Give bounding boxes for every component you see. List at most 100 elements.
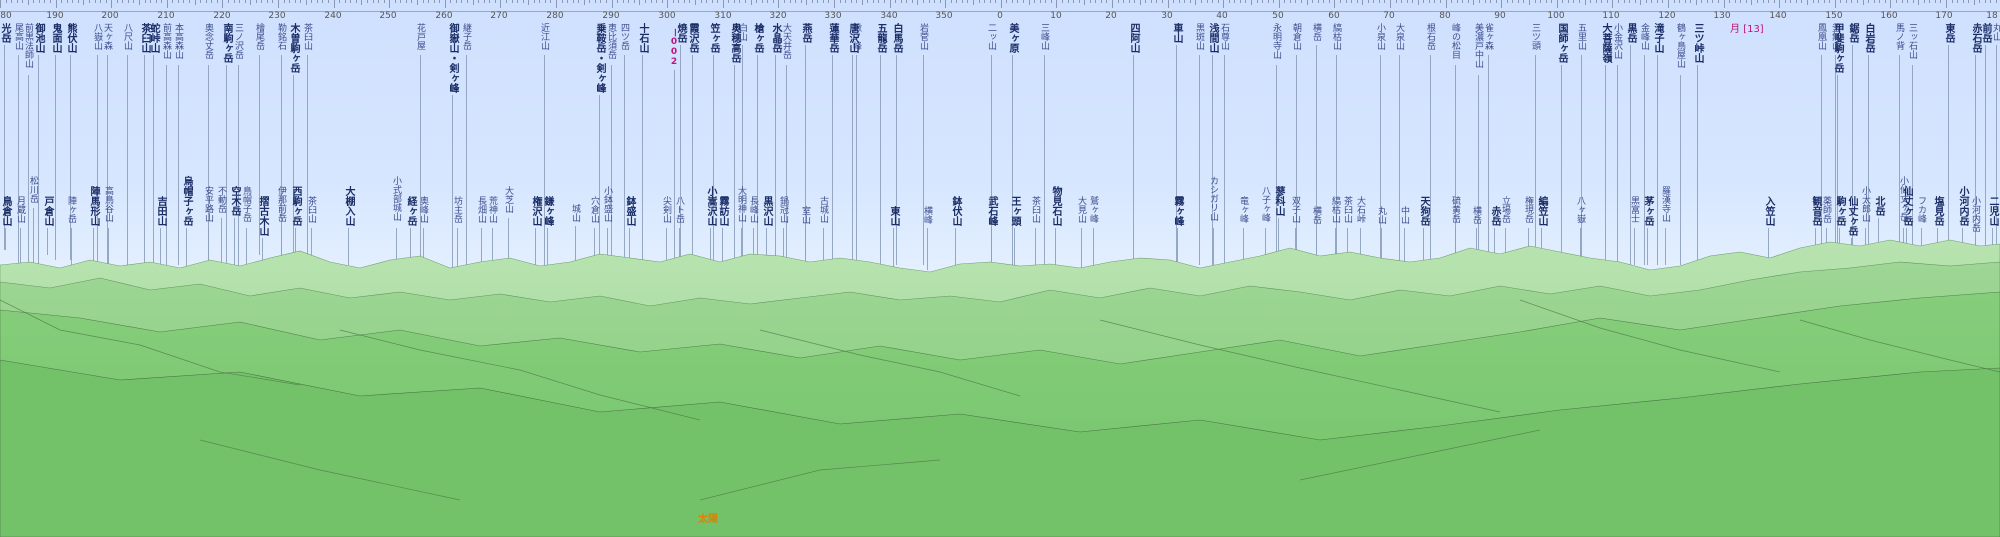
peak-label[interactable]: 白山: [737, 23, 747, 41]
peak-label[interactable]: 本高森山: [173, 23, 183, 59]
peak-label[interactable]: 縞枯山: [1330, 196, 1340, 223]
peak-label[interactable]: 八嶽山: [92, 23, 102, 50]
peak-label[interactable]: 雀ヶ森: [1483, 23, 1493, 50]
peak-label[interactable]: 三ツ峠山: [1692, 23, 1703, 63]
peak-label[interactable]: 八子ヶ峰: [1260, 186, 1270, 222]
peak-label[interactable]: 塩見岳: [1932, 196, 1943, 226]
peak-label[interactable]: 岩菅山: [918, 23, 928, 50]
peak-label[interactable]: 継子岳: [461, 23, 471, 50]
peak-label[interactable]: 荒神山: [487, 196, 497, 223]
peak-label[interactable]: 双子山: [1290, 196, 1300, 223]
peak-label[interactable]: 入笠山: [1763, 196, 1774, 226]
peak-label[interactable]: 御嶽山・剣ヶ峰: [447, 23, 458, 93]
peak-label[interactable]: 焼岳: [675, 23, 686, 43]
peak-label[interactable]: 鉢伏山: [950, 196, 961, 226]
peak-label[interactable]: 霞沢岳: [687, 23, 698, 53]
peak-label[interactable]: 美濃戸中山: [1473, 23, 1483, 68]
peak-label[interactable]: 五里山: [1576, 23, 1586, 50]
peak-label[interactable]: 二児山: [1987, 196, 1998, 226]
peak-label[interactable]: 仙丈ヶ岳: [1901, 186, 1912, 226]
peak-label[interactable]: 乗鞍岳・剣ヶ峰: [594, 23, 605, 93]
peak-label[interactable]: 五龍岳: [875, 23, 886, 53]
peak-label[interactable]: 鍋冠山: [778, 196, 788, 223]
peak-label[interactable]: 権現岳: [1523, 196, 1533, 223]
peak-label[interactable]: 室山: [800, 206, 810, 224]
peak-label[interactable]: 霧ヶ峰: [1172, 196, 1183, 226]
peak-label[interactable]: 茶臼山: [1030, 196, 1040, 223]
peak-label[interactable]: 権沢山: [530, 196, 541, 226]
peak-label[interactable]: 松川岳: [28, 176, 38, 203]
peak-label[interactable]: 二ッ山: [986, 23, 996, 50]
peak-label[interactable]: 光岳: [0, 23, 10, 43]
peak-label[interactable]: 白岩岳: [1863, 23, 1874, 53]
peak-label[interactable]: 黒沢山: [761, 196, 772, 226]
peak-label[interactable]: 近江山: [539, 23, 549, 50]
peak-label[interactable]: 鬼面山: [50, 23, 61, 53]
peak-label[interactable]: 檜尾岳: [254, 23, 264, 50]
peak-label[interactable]: 黒斑山: [1194, 23, 1204, 50]
peak-label[interactable]: 駒ヶ岳: [1834, 196, 1845, 226]
peak-label[interactable]: 笠ヶ岳: [708, 23, 719, 53]
peak-label[interactable]: 編笠山: [1536, 196, 1547, 226]
peak-label[interactable]: 黒富士: [1629, 196, 1639, 223]
peak-label[interactable]: 奥峰山: [418, 196, 428, 223]
peak-label[interactable]: 大棚入山: [343, 186, 354, 226]
peak-label[interactable]: 鳥帽子岳: [241, 186, 251, 222]
peak-label[interactable]: 小式部城山: [391, 176, 401, 221]
peak-label[interactable]: 御池山: [33, 23, 44, 53]
peak-label[interactable]: 丸山: [1376, 206, 1386, 224]
peak-label[interactable]: 唐沢山: [847, 23, 858, 53]
peak-label[interactable]: 小河内岳: [1970, 196, 1980, 232]
peak-label[interactable]: 小仙丈ヶ岳: [1898, 176, 1908, 221]
peak-label[interactable]: 鳳凰山: [1816, 23, 1826, 50]
peak-label[interactable]: 経ヶ岳: [405, 196, 416, 226]
peak-label[interactable]: 坊主岳: [452, 196, 462, 223]
peak-label[interactable]: 陣ヶ岳: [66, 196, 76, 223]
peak-label[interactable]: 前黒法師山: [23, 23, 33, 68]
peak-label[interactable]: 三峰山: [1039, 23, 1049, 50]
peak-label[interactable]: 羅漢寺山: [1660, 186, 1670, 222]
peak-label[interactable]: 大芝山: [503, 186, 513, 213]
peak-label[interactable]: 小鉢盛山: [602, 186, 612, 222]
peak-label[interactable]: 仙丈ヶ岳: [1846, 196, 1857, 236]
peak-label[interactable]: 八ト岳: [674, 196, 684, 223]
peak-label[interactable]: 鳥倉山: [0, 196, 11, 226]
peak-label[interactable]: 滝子山: [1652, 23, 1663, 53]
peak-label[interactable]: 八尺山: [122, 23, 132, 50]
peak-label[interactable]: 前岳: [1980, 23, 1991, 43]
peak-label[interactable]: 茶臼山: [302, 23, 312, 50]
peak-label[interactable]: 月蔵山: [15, 196, 25, 223]
peak-label[interactable]: 穴倉山: [589, 196, 599, 223]
peak-label[interactable]: 峰の松目: [1450, 23, 1460, 59]
peak-label[interactable]: 東岳: [1943, 23, 1954, 43]
peak-label[interactable]: 鎌ヶ峰: [542, 196, 553, 226]
peak-label[interactable]: 小河内岳: [1957, 186, 1968, 226]
peak-label[interactable]: ー002: [669, 28, 679, 67]
sun-marker[interactable]: 太陽: [698, 510, 718, 525]
peak-label[interactable]: 竜ヶ峰: [1238, 196, 1248, 223]
peak-label[interactable]: 蓮華岳: [827, 23, 838, 53]
peak-label[interactable]: 立場岳: [1500, 196, 1510, 223]
peak-label[interactable]: 赤岳: [1489, 206, 1500, 226]
peak-label[interactable]: 白馬岳: [891, 23, 902, 53]
peak-label[interactable]: カシガリ山: [1208, 176, 1218, 221]
peak-label[interactable]: 天狗岳: [1418, 196, 1429, 226]
peak-label[interactable]: 陣馬形山: [88, 186, 99, 226]
peak-label[interactable]: 四ツ岳: [619, 23, 629, 50]
peak-label[interactable]: 東山: [888, 206, 899, 226]
peak-label[interactable]: 横岳: [1311, 206, 1321, 224]
peak-label[interactable]: 南駒ヶ岳: [221, 23, 232, 63]
peak-label[interactable]: 釜無山: [1830, 23, 1840, 50]
peak-label[interactable]: 槍ヶ岳: [752, 23, 763, 53]
peak-label[interactable]: 前高森山: [161, 23, 171, 59]
peak-label[interactable]: 恵比須岳: [606, 23, 616, 59]
peak-label[interactable]: 美ヶ原: [1007, 23, 1018, 53]
peak-label[interactable]: 奥念丈岳: [203, 23, 213, 59]
peak-label[interactable]: 北岳: [1873, 196, 1884, 216]
peak-label[interactable]: 三ッ石山: [1907, 23, 1917, 59]
peak-label[interactable]: 四阿山: [1128, 23, 1139, 53]
peak-label[interactable]: 薬師岳: [1821, 196, 1831, 223]
peak-label[interactable]: 鷲ヶ峰: [1088, 196, 1098, 223]
peak-label[interactable]: 霧訪山: [717, 196, 728, 226]
